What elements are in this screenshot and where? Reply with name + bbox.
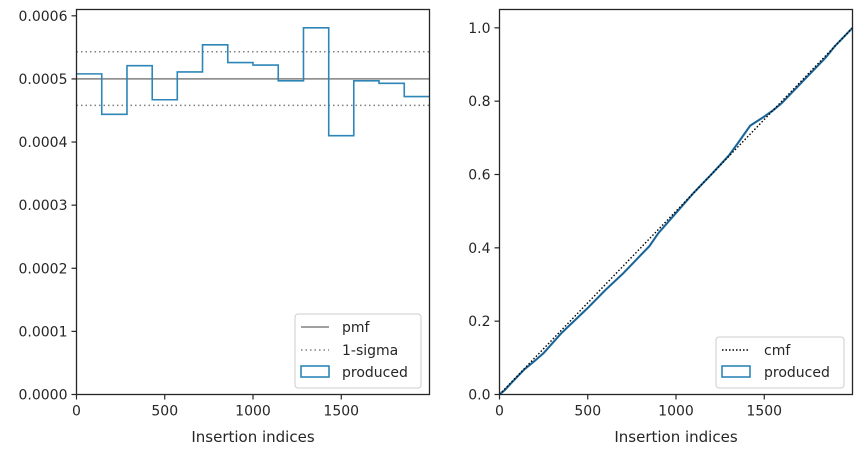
left-y-tick-label: 0.0000 xyxy=(19,388,68,404)
legend-produced-swatch xyxy=(300,365,330,378)
cmf-line xyxy=(498,27,854,395)
left-y-tick-label: 0.0003 xyxy=(19,198,68,214)
right-plot-frame xyxy=(498,8,854,396)
legend-pmf-label: pmf xyxy=(342,320,371,336)
left-y-tick-label: 0.0001 xyxy=(19,324,68,340)
legend-produced-swatch-right xyxy=(721,365,751,378)
left-x-tick-label: 0 xyxy=(72,404,81,420)
left-x-axis-label: Insertion indices xyxy=(191,428,314,446)
right-x-tick-label: 1000 xyxy=(658,404,694,420)
left-chart-panel: 0 500 1000 1500 0.0000 0.0001 0.0002 0.0003 0.00… xyxy=(19,8,431,446)
right-ticks: 0 500 1000 1500 0.0 0.2 0.4 0.6 0.8 1.0 xyxy=(468,21,782,420)
legend-produced-label: produced xyxy=(342,365,408,381)
right-chart-panel: 0 500 1000 1500 0.0 0.2 0.4 0.6 0.8 1.0 Insertion… xyxy=(468,8,854,446)
right-y-tick-label: 0.2 xyxy=(468,314,490,330)
right-y-tick-label: 0.0 xyxy=(468,388,490,404)
left-y-tick-label: 0.0002 xyxy=(19,261,68,277)
left-ticks: 0 500 1000 1500 0.0000 0.0001 0.0002 0.0003 0.00… xyxy=(19,9,360,420)
left-legend: pmf 1-sigma produced xyxy=(294,313,422,389)
left-reference-lines xyxy=(76,51,430,107)
right-x-axis-label: Insertion indices xyxy=(614,428,737,446)
legend-cmf-label: cmf xyxy=(764,343,791,359)
produced-cmf-line-inner xyxy=(499,27,853,395)
produced-step-line xyxy=(76,27,430,137)
left-x-tick-label: 500 xyxy=(151,404,178,420)
legend-produced-label-right: produced xyxy=(764,365,830,381)
right-y-tick-label: 1.0 xyxy=(468,21,490,37)
right-legend: cmf produced xyxy=(715,336,845,389)
right-y-tick-label: 0.8 xyxy=(468,94,490,110)
right-y-tick-label: 0.6 xyxy=(468,168,490,184)
left-produced-histogram xyxy=(76,27,430,137)
left-x-tick-label: 1000 xyxy=(235,404,271,420)
left-plot-frame xyxy=(75,8,431,396)
right-y-tick-label: 0.4 xyxy=(468,241,490,257)
right-x-tick-label: 1500 xyxy=(746,404,782,420)
right-x-tick-label: 500 xyxy=(574,404,601,420)
legend-sigma-label: 1-sigma xyxy=(342,343,398,359)
right-lines xyxy=(498,27,854,396)
left-y-tick-label: 0.0005 xyxy=(19,72,68,88)
right-x-tick-label: 0 xyxy=(495,404,504,420)
left-y-tick-label: 0.0004 xyxy=(19,135,68,151)
left-legend-box xyxy=(294,313,422,389)
left-x-tick-label: 1500 xyxy=(323,404,359,420)
left-y-tick-label: 0.0006 xyxy=(19,9,68,25)
